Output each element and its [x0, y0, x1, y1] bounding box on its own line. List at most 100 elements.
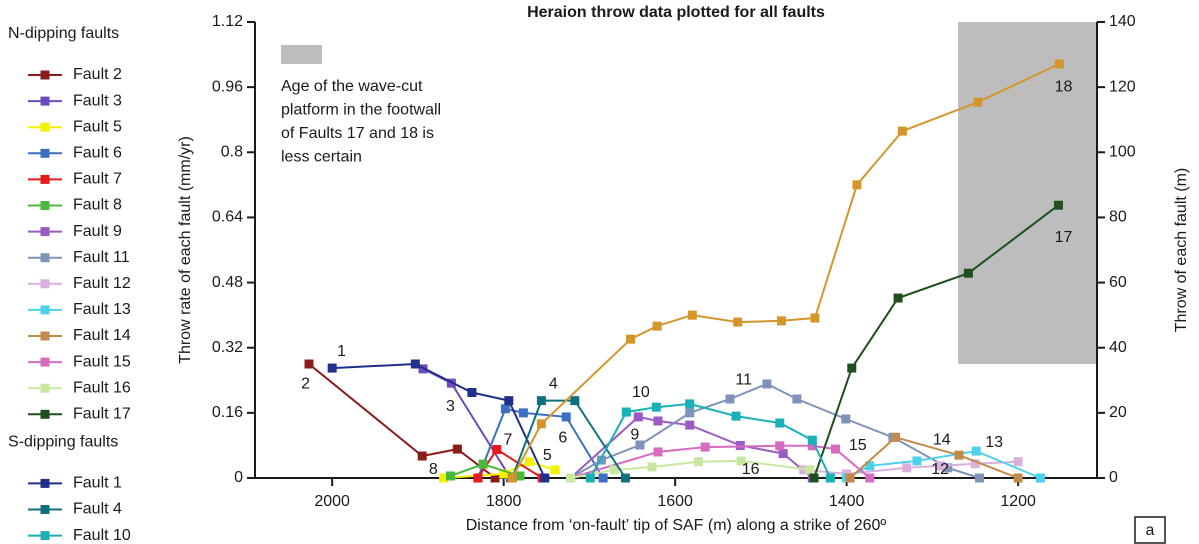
series-marker	[647, 462, 657, 472]
shaded-note: Age of the wave-cut	[281, 78, 423, 95]
series-marker	[865, 473, 875, 483]
series-line	[849, 436, 1019, 479]
y2-tick-label: 60	[1109, 274, 1127, 291]
series-marker	[1053, 200, 1063, 210]
series-marker	[936, 461, 946, 471]
series-marker	[778, 449, 788, 459]
y-tick-label: 0.8	[221, 144, 243, 161]
series-marker	[540, 473, 550, 483]
series-marker	[731, 411, 741, 421]
y2-axis-label: Throw of each fault (m)	[1173, 168, 1190, 333]
series-marker	[492, 445, 502, 454]
series-line	[570, 459, 810, 479]
series-marker	[524, 457, 534, 467]
legend-marker	[40, 201, 50, 210]
series-marker	[550, 465, 560, 475]
series-marker	[693, 457, 703, 467]
point-label: 15	[849, 437, 867, 454]
series-marker	[893, 293, 903, 303]
series-marker	[515, 471, 525, 481]
series-marker	[621, 407, 631, 417]
legend-label: Fault 9	[73, 223, 122, 240]
y2-tick-label: 80	[1109, 209, 1127, 226]
point-label: 5	[543, 447, 552, 464]
y2-tick-label: 0	[1109, 469, 1118, 486]
series-marker	[452, 444, 462, 454]
point-label: 12	[931, 461, 949, 478]
legend-marker	[40, 122, 50, 132]
series-marker	[1013, 473, 1023, 483]
series-marker	[473, 473, 483, 483]
series-marker	[975, 473, 985, 483]
x-tick-label: 1200	[1000, 493, 1036, 510]
point-label: 11	[735, 372, 752, 389]
y2-tick-label: 140	[1109, 13, 1136, 30]
point-label: 18	[1055, 78, 1073, 95]
legend-marker	[40, 70, 50, 80]
series-marker	[504, 396, 514, 406]
point-label: 2	[301, 376, 310, 393]
series-marker	[598, 473, 608, 483]
series-marker	[439, 473, 449, 483]
series-marker	[518, 408, 528, 418]
legend-label: Fault 17	[73, 406, 131, 423]
series-marker	[897, 126, 907, 136]
series-marker	[1013, 457, 1023, 467]
series-line	[332, 362, 546, 479]
point-label: 16	[742, 461, 760, 478]
y-tick-label: 0	[234, 469, 243, 486]
point-label: 9	[630, 426, 639, 443]
shaded-region	[958, 22, 1097, 364]
legend-label: Fault 8	[73, 197, 122, 214]
series-marker	[685, 420, 695, 430]
series-marker	[570, 396, 580, 406]
series-marker	[733, 317, 743, 327]
shaded-legend-swatch	[281, 45, 322, 64]
legend-label: Fault 2	[73, 66, 122, 83]
x-tick-label: 1400	[829, 493, 865, 510]
y-tick-label: 0.32	[212, 339, 243, 356]
legend-marker	[40, 148, 50, 158]
legend-marker	[40, 331, 50, 341]
point-label: 4	[549, 376, 558, 393]
series-marker	[736, 456, 746, 466]
legend-marker	[40, 253, 50, 263]
series-marker	[652, 321, 662, 331]
series-marker	[735, 440, 745, 450]
series-marker	[970, 459, 980, 469]
legend-marker	[40, 227, 50, 237]
series-marker	[499, 469, 509, 479]
y-tick-label: 0.48	[212, 274, 243, 291]
series-marker	[865, 461, 875, 471]
legend-marker	[40, 279, 50, 289]
series-marker	[775, 441, 785, 451]
series-marker	[809, 473, 819, 483]
legend-label: Fault 14	[73, 327, 131, 344]
series-marker	[775, 418, 785, 428]
point-label: 1	[337, 343, 346, 360]
x-tick-label: 1600	[657, 493, 693, 510]
series-marker	[891, 432, 901, 442]
series-marker	[635, 440, 645, 450]
y2-tick-label: 120	[1109, 78, 1136, 95]
series-marker	[687, 310, 697, 320]
point-label: 7	[503, 431, 512, 448]
series-marker	[653, 416, 663, 426]
series-marker	[973, 97, 983, 107]
point-label: 13	[985, 434, 1003, 451]
legend-label: Fault 11	[73, 249, 130, 266]
legend-marker	[40, 357, 50, 367]
series-marker	[566, 473, 576, 483]
legend-group-title: S-dipping faults	[8, 434, 118, 451]
series-marker	[596, 455, 606, 465]
series-line	[511, 399, 627, 479]
shaded-note: less certain	[281, 149, 362, 166]
series-marker	[725, 394, 735, 404]
point-label: 8	[429, 461, 438, 478]
series-marker	[912, 456, 922, 466]
series-marker	[410, 359, 420, 369]
series-marker	[478, 459, 488, 469]
legend-label: Fault 10	[73, 527, 131, 544]
legend-label: Fault 16	[73, 379, 131, 396]
